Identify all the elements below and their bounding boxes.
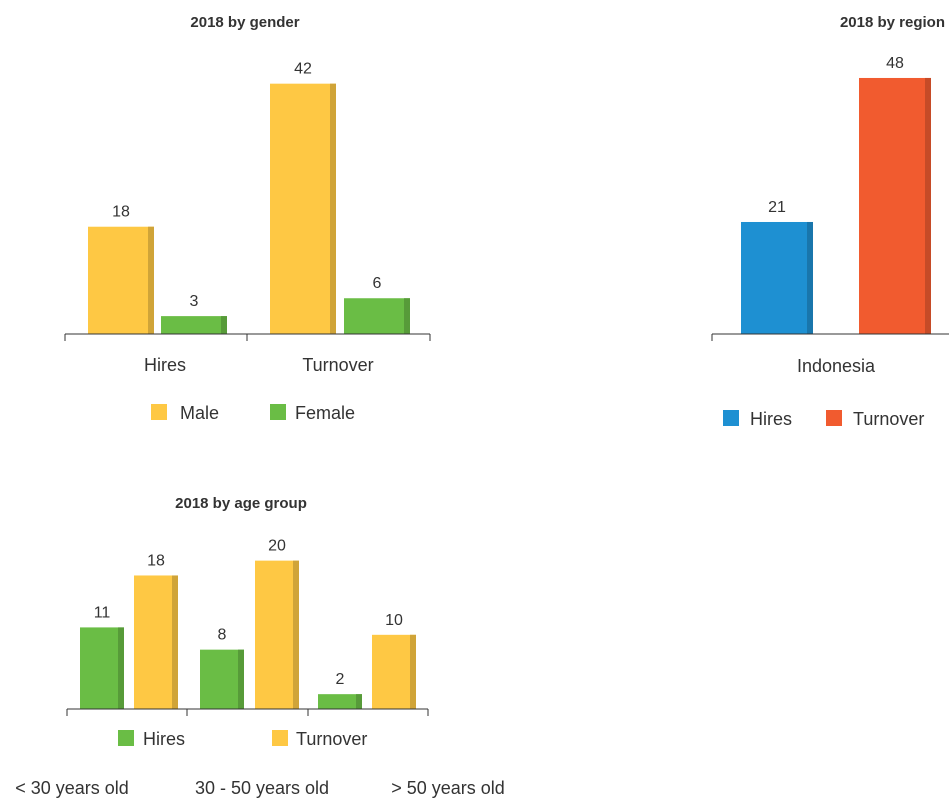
data-label-hires-1: 8 bbox=[218, 627, 227, 644]
bar-shade-hires-1 bbox=[238, 649, 244, 709]
bar-turnover-1 bbox=[255, 560, 299, 709]
region-chart: 2018 by region 21 48 Indonesia Hires Turn… bbox=[711, 14, 949, 429]
legend-swatch-hires bbox=[723, 410, 739, 426]
age-category-label: 30 - 50 years old bbox=[195, 778, 329, 798]
legend-swatch-male bbox=[151, 404, 167, 420]
gender-chart: 2018 by gender 18 42 3 6 Hires Turnover Mal… bbox=[64, 14, 431, 423]
bar-shade-turnover-2 bbox=[410, 634, 416, 709]
region-chart-title: 2018 by region bbox=[840, 14, 945, 31]
age-legend: Hires Turnover bbox=[118, 729, 367, 749]
bar-shade-hires-0 bbox=[807, 221, 813, 334]
gender-category-label: Hires bbox=[144, 355, 186, 375]
legend-label-turnover: Turnover bbox=[853, 409, 924, 429]
bar-turnover-0 bbox=[859, 77, 931, 334]
legend-label-female: Female bbox=[295, 403, 355, 423]
bar-male-1 bbox=[270, 83, 336, 335]
region-legend: Hires Turnover bbox=[723, 409, 924, 429]
data-label-male-1: 42 bbox=[294, 61, 312, 78]
gender-chart-title: 2018 by gender bbox=[190, 14, 299, 31]
gender-legend: Male Female bbox=[151, 403, 355, 423]
gender-category-label: Turnover bbox=[302, 355, 373, 375]
data-label-turnover-0: 18 bbox=[147, 552, 165, 569]
legend-label-hires: Hires bbox=[143, 729, 185, 749]
bar-hires-0 bbox=[80, 627, 124, 709]
region-chart-bars: 21 48 bbox=[741, 55, 931, 334]
legend-label-male: Male bbox=[180, 403, 219, 423]
data-label-turnover-0: 48 bbox=[886, 55, 904, 72]
data-label-turnover-1: 20 bbox=[268, 538, 286, 555]
gender-chart-bars: 18 42 3 6 bbox=[88, 61, 410, 335]
data-label-female-1: 6 bbox=[373, 275, 382, 292]
legend-swatch-female bbox=[270, 404, 286, 420]
bar-shade-female-1 bbox=[404, 298, 410, 334]
age-category-label: < 30 years old bbox=[15, 778, 129, 798]
legend-swatch-turnover bbox=[272, 730, 288, 746]
legend-label-hires: Hires bbox=[750, 409, 792, 429]
data-label-hires-0: 21 bbox=[768, 199, 786, 216]
bar-shade-male-0 bbox=[148, 226, 154, 334]
bar-female-0 bbox=[161, 316, 227, 334]
bar-shade-female-0 bbox=[221, 316, 227, 334]
data-label-male-0: 18 bbox=[112, 204, 130, 221]
region-category-label: Indonesia bbox=[797, 356, 876, 376]
bar-shade-hires-2 bbox=[356, 694, 362, 709]
bar-shade-turnover-0 bbox=[925, 77, 931, 334]
bar-male-0 bbox=[88, 226, 154, 334]
data-label-turnover-2: 10 bbox=[385, 612, 403, 629]
bar-turnover-2 bbox=[372, 634, 416, 709]
bar-shade-male-1 bbox=[330, 83, 336, 335]
legend-label-turnover: Turnover bbox=[296, 729, 367, 749]
bar-shade-turnover-0 bbox=[172, 575, 178, 709]
bar-shade-hires-0 bbox=[118, 627, 124, 709]
data-label-hires-0: 11 bbox=[94, 604, 111, 621]
bar-hires-1 bbox=[200, 649, 244, 709]
bar-female-1 bbox=[344, 298, 410, 334]
bar-hires-2 bbox=[318, 694, 362, 709]
age-chart-bars: 11 8 2 18 20 10 bbox=[80, 538, 416, 709]
data-label-hires-2: 2 bbox=[336, 671, 345, 688]
data-label-female-0: 3 bbox=[190, 293, 199, 310]
age-chart-title: 2018 by age group bbox=[175, 495, 307, 512]
age-category-label: > 50 years old bbox=[391, 778, 505, 798]
legend-swatch-turnover bbox=[826, 410, 842, 426]
bar-shade-turnover-1 bbox=[293, 560, 299, 709]
bar-hires-0 bbox=[741, 221, 813, 334]
age-chart: 2018 by age group 11 8 2 18 20 10 Hires Turno… bbox=[15, 495, 505, 798]
bar-turnover-0 bbox=[134, 575, 178, 709]
legend-swatch-hires bbox=[118, 730, 134, 746]
